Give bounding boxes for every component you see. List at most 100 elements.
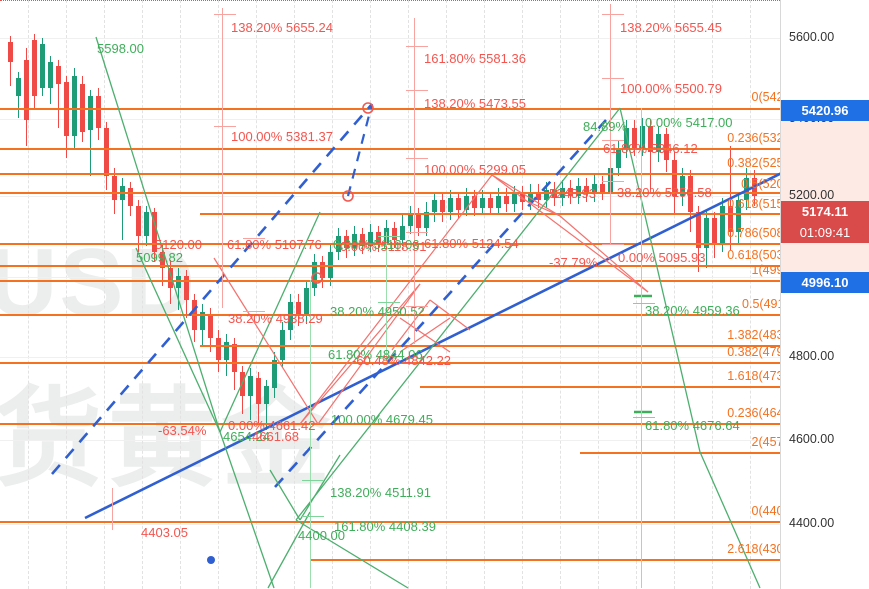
grid-line-horizontal	[0, 440, 780, 441]
price-range-band	[781, 106, 869, 272]
chart-annotation-label: 100.00% 4679.45	[331, 412, 433, 427]
fib-level-line	[420, 386, 780, 388]
vruler-tick	[602, 14, 624, 15]
grid-line-vertical	[598, 0, 600, 589]
price-axis-tick-label: 5200.00	[789, 188, 835, 202]
chart-annotation-label: 5120.00	[155, 237, 202, 252]
chart-annotation-label: 0.00% 4661.42	[228, 418, 316, 433]
price-tag[interactable]: 5174.11	[781, 201, 869, 222]
chart-annotation-label: 4403.05	[141, 525, 188, 540]
fib-level-line	[310, 559, 780, 561]
chart-annotation-label: 61.80% 5124.54	[424, 236, 519, 251]
vruler-tick	[214, 126, 236, 127]
chart-annotation-label: 5598.00	[97, 41, 144, 56]
chart-annotation-label: 38.20% 5250.58	[617, 185, 712, 200]
vruler-tick	[243, 311, 265, 312]
chart-annotation-label: 100.00% 5299.05	[424, 162, 526, 177]
vruler-green-right	[641, 108, 642, 588]
vruler-tick-green	[302, 516, 324, 517]
grid-line-vertical	[218, 0, 220, 589]
chart-annotation-label: 4661.68	[252, 429, 299, 444]
fib-level-line	[0, 108, 780, 110]
chart-annotation-label: 4654.24	[223, 429, 270, 444]
chart-annotation-label: 138.20% 4511.91	[330, 485, 431, 500]
fib-level-line	[200, 345, 780, 347]
grid-line-vertical	[408, 0, 410, 589]
vruler-tick	[602, 78, 624, 79]
fib-level-line	[0, 280, 780, 282]
vruler-tick	[406, 158, 428, 159]
chart-annotation-label: 138.20% 5473.55	[424, 96, 526, 111]
chart-annotation-label: 61.80% 5346.12	[603, 141, 698, 156]
price-axis-tick-label: 5600.00	[789, 30, 835, 44]
vruler-green-mid	[386, 232, 387, 360]
chart-annotation-label: 100.00% 5381.37	[231, 129, 333, 144]
vruler-tick	[406, 90, 428, 91]
fib-level-line	[0, 173, 780, 175]
vruler-tick-green	[633, 303, 655, 304]
vruler-tick	[243, 238, 265, 239]
vruler-right	[610, 4, 611, 244]
chart-annotation-label: 0.00% 5095.93	[618, 250, 706, 265]
chart-annotation-label: 5248.93	[549, 186, 596, 201]
vruler-tick	[406, 232, 428, 233]
vruler-tick-green	[302, 480, 324, 481]
chart-annotation-label: 138.20% 5655.45	[620, 20, 722, 35]
price-tag[interactable]: 4996.10	[781, 272, 869, 293]
grid-line-vertical	[180, 0, 182, 589]
chart-annotation-label: 5099.82	[136, 250, 183, 265]
vruler-tick-green	[378, 302, 400, 303]
vruler-tick-green	[378, 236, 400, 237]
chart-annotation-label: 0.00% 5118.06	[333, 237, 420, 252]
grid-line-horizontal	[0, 38, 780, 39]
chart-annotation-label: 100.00% 5500.79	[620, 81, 722, 96]
vruler-tick	[214, 14, 236, 15]
vruler-tick-green	[633, 417, 655, 418]
current-price-dotted-line	[0, 0, 780, 1]
chart-annotation-label: -37.79%	[549, 255, 598, 270]
grid-line-vertical	[750, 0, 752, 589]
fib-level-line	[200, 213, 780, 215]
price-axis-tick-label: 4600.00	[789, 432, 835, 446]
chart-annotation-label: 0.00% 5417.00	[645, 115, 733, 130]
grid-line-vertical	[560, 0, 562, 589]
vruler-tick-green	[378, 356, 400, 357]
grid-line-vertical	[332, 0, 334, 589]
vruler-left	[222, 8, 223, 308]
chart-annotation-label: -63.54%	[158, 423, 207, 438]
vruler-tick	[602, 244, 624, 245]
chart-annotation-label: 138.20% 5655.24	[231, 20, 333, 35]
vruler-green-left	[310, 280, 311, 588]
chart-annotation-label: 38.20% 4950.52	[330, 304, 425, 319]
chart-annotation-label: -60.48% 4842.22	[352, 353, 452, 368]
vruler-mid	[414, 18, 415, 344]
grid-line-vertical	[446, 0, 448, 589]
countdown-tag[interactable]: 01:09:41	[781, 222, 869, 243]
chart-annotation-label: 161.80% 5581.36	[424, 51, 526, 66]
fib-level-line	[0, 265, 780, 267]
vruler-tick	[602, 181, 624, 182]
price-axis-tick-label: 4400.00	[789, 516, 835, 530]
price-scale-axis[interactable]: 5600.005400.005200.004800.004600.004400.…	[780, 0, 869, 589]
vruler-tick	[602, 140, 624, 141]
grid-line-vertical	[142, 0, 144, 589]
grid-line-vertical	[370, 0, 372, 589]
grid-line-vertical	[484, 0, 486, 589]
chart-annotation-label: 61.80% 5107.76	[227, 237, 322, 252]
grid-line-vertical	[522, 0, 524, 589]
fib-level-line	[580, 452, 780, 454]
price-axis-tick-label: 4800.00	[789, 349, 835, 363]
grid-line-vertical	[28, 0, 30, 589]
chart-annotation-label: 61.80% 4844.06	[328, 347, 423, 362]
vruler-far	[112, 488, 113, 530]
vruler-tick	[406, 46, 428, 47]
chart-annotation-label: 4400.00	[298, 528, 345, 543]
chart-annotation-label: 38.20% 4959.36	[645, 303, 740, 318]
grid-line-vertical	[104, 0, 106, 589]
chart-annotation-label: 84.89%	[583, 119, 628, 134]
vruler-tick	[406, 306, 428, 307]
price-tag[interactable]: 5420.96	[781, 100, 869, 121]
chart-annotation-label: 0.00% 5118.51	[340, 239, 427, 254]
